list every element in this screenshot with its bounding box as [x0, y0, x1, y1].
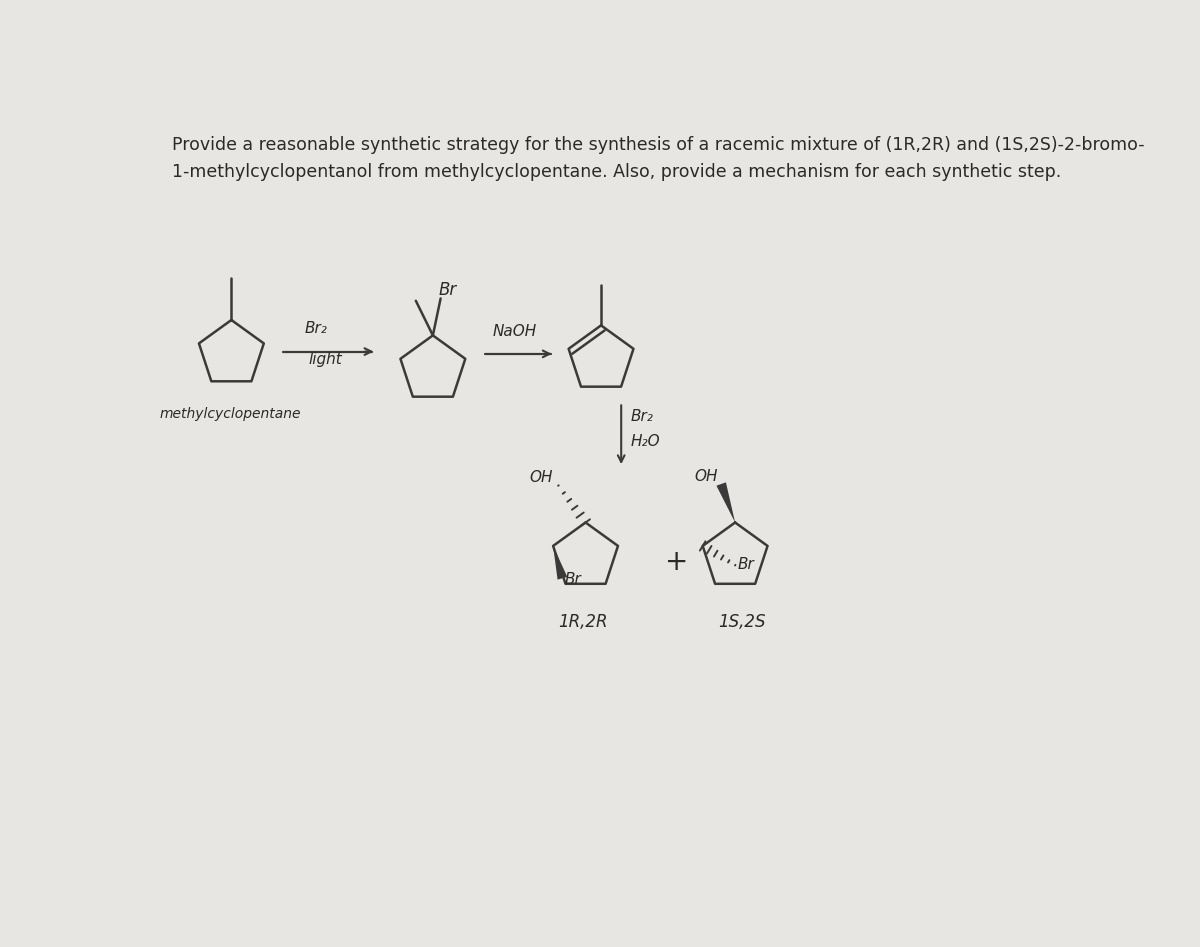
Text: Br: Br	[565, 572, 582, 587]
Text: Provide a reasonable synthetic strategy for the synthesis of a racemic mixture o: Provide a reasonable synthetic strategy …	[172, 136, 1145, 154]
Text: NaOH: NaOH	[492, 324, 536, 339]
Text: +: +	[665, 547, 689, 576]
Text: OH: OH	[695, 469, 719, 484]
Text: 1S,2S: 1S,2S	[718, 614, 766, 632]
Text: light: light	[308, 352, 343, 366]
Polygon shape	[716, 482, 736, 523]
Text: methylcyclopentane: methylcyclopentane	[160, 407, 301, 420]
Text: Br: Br	[738, 557, 755, 572]
Text: Br₂: Br₂	[305, 321, 328, 336]
Text: Br₂: Br₂	[630, 409, 653, 424]
Text: 1R,2R: 1R,2R	[558, 614, 608, 632]
Text: Br: Br	[438, 281, 456, 299]
Polygon shape	[553, 545, 568, 580]
Text: OH: OH	[529, 471, 553, 486]
Text: 1-methylcyclopentanol from methylcyclopentane. Also, provide a mechanism for eac: 1-methylcyclopentanol from methylcyclope…	[172, 163, 1061, 181]
Text: H₂O: H₂O	[630, 435, 660, 449]
